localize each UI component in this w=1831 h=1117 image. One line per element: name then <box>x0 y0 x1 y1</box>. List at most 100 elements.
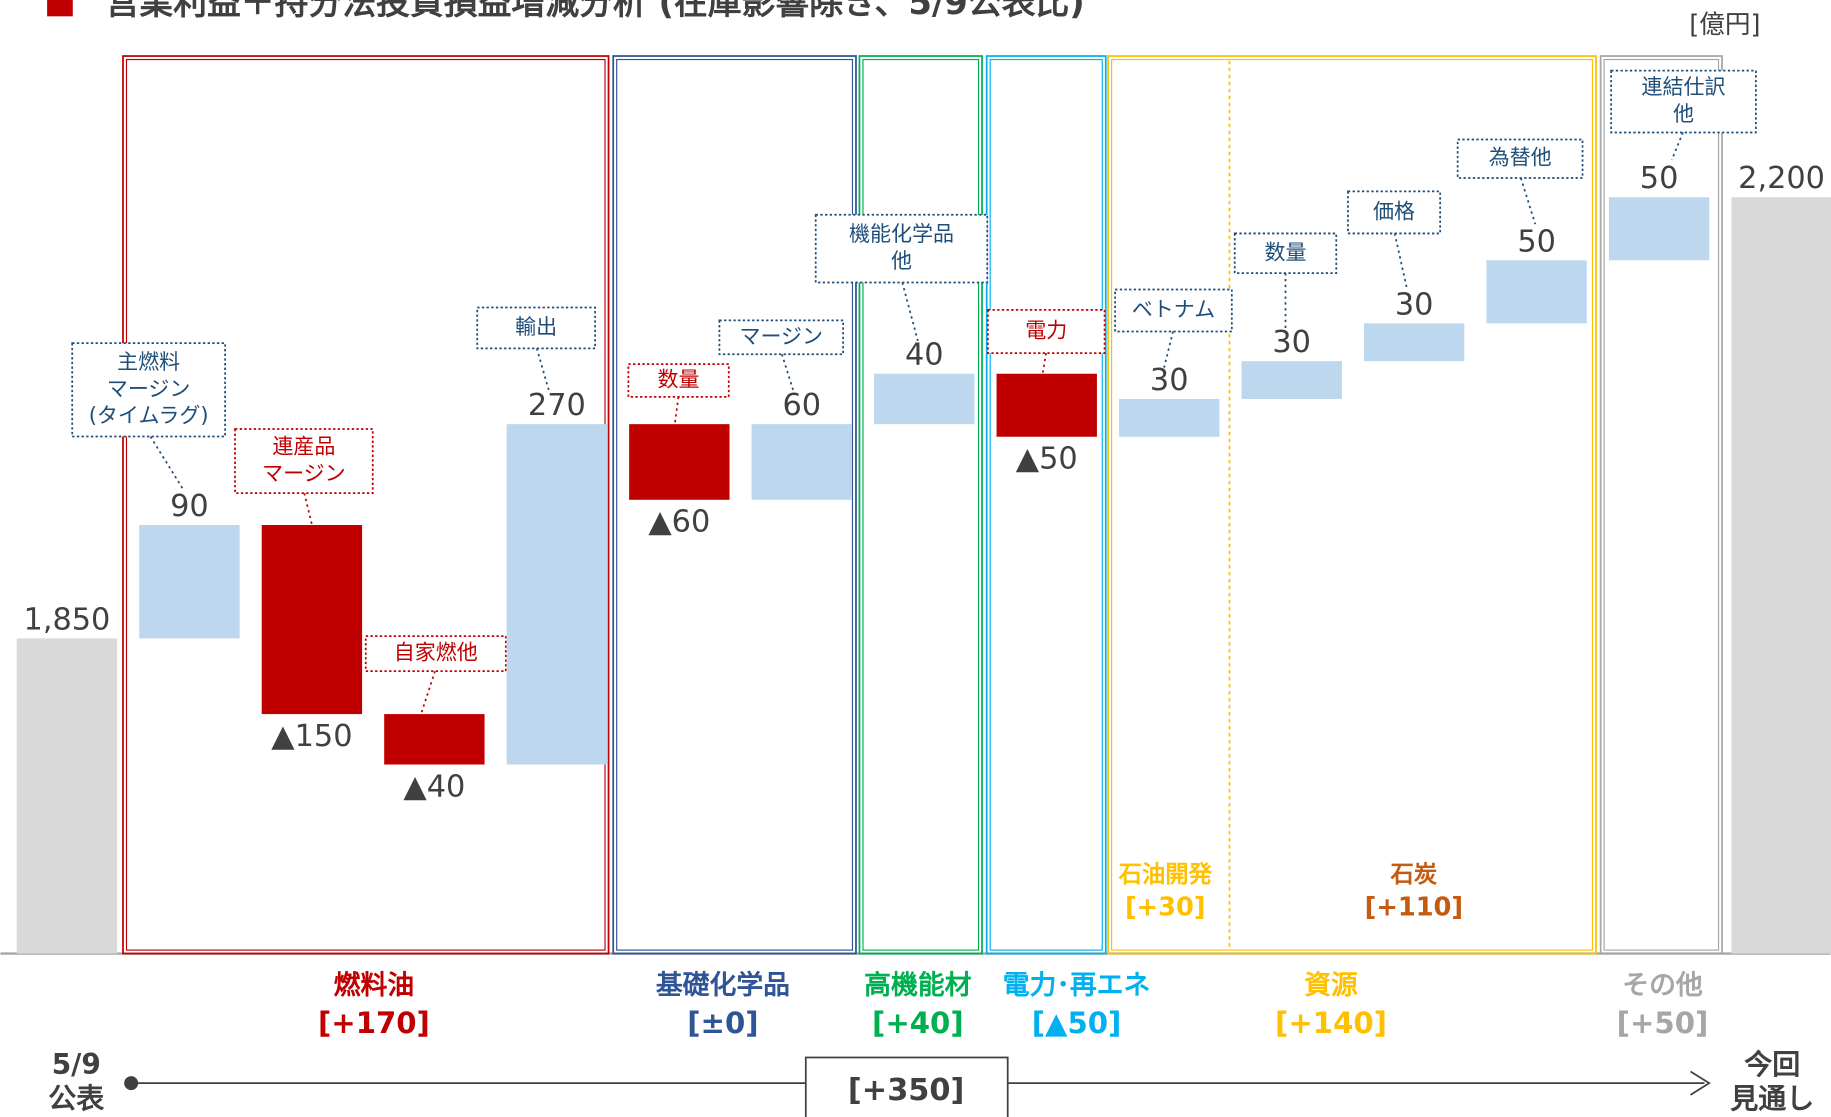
callout-connector <box>149 436 185 491</box>
total-change: [+350] <box>848 1073 964 1108</box>
group-frame-inner <box>989 58 1103 951</box>
callout-connector <box>535 348 550 392</box>
total-box <box>804 1056 1009 1117</box>
callout-connector <box>1520 177 1537 225</box>
group-frame <box>612 55 857 955</box>
group-frame <box>985 55 1107 955</box>
category-label: 輸出 <box>515 315 557 339</box>
endpoint-label: 5/9 公表 <box>48 1048 104 1115</box>
timeline-start <box>124 1076 139 1091</box>
category-label: 自家燃他 <box>394 641 478 665</box>
category-label: 電力 <box>1025 318 1067 342</box>
bar <box>1241 361 1342 399</box>
subgroup-change: [+30] <box>1125 893 1206 923</box>
group-frame-inner <box>862 58 980 951</box>
chart-title: 営業利益＋持分法投資損益増減分析 (在庫影響除き、5/9公表比) <box>105 0 1084 22</box>
callout-box <box>1610 69 1757 134</box>
subgroup-name: 石油開発 <box>1118 860 1213 888</box>
bar <box>261 525 363 715</box>
category-label: 価格 <box>1373 199 1415 223</box>
bar <box>751 424 852 500</box>
group-change: [+170] <box>318 1006 430 1040</box>
group-name: 燃料油 <box>334 970 414 1001</box>
category-label: 連結仕訳他 <box>1642 75 1726 126</box>
group-frame-inner <box>1111 58 1594 951</box>
callout-connector <box>1163 331 1174 368</box>
value-label: 1,850 <box>24 602 111 637</box>
group-frame <box>122 55 610 955</box>
bar <box>1608 197 1710 261</box>
callout-connector <box>781 353 795 394</box>
value-label: 30 <box>1395 287 1434 322</box>
value-label: 30 <box>1150 363 1189 398</box>
category-label: 数量 <box>1264 240 1306 264</box>
callout-connector <box>419 670 436 716</box>
group-frame <box>1107 55 1597 955</box>
bar <box>384 714 485 765</box>
bar <box>874 373 975 425</box>
category-label: 機能化学品他 <box>849 222 954 273</box>
subgroup-change: [+110] <box>1365 893 1464 923</box>
value-label: 40 <box>905 338 944 373</box>
callout-box <box>627 363 730 398</box>
group-name: 高機能材 <box>864 969 971 1001</box>
bar <box>996 373 1097 437</box>
callout-connector <box>674 396 680 423</box>
bar <box>629 424 730 500</box>
callout-box <box>1347 190 1442 235</box>
group-name: 基礎化学品 <box>656 969 790 1001</box>
callout-connector <box>901 282 919 342</box>
category-label: 数量 <box>658 368 700 392</box>
callout-box <box>476 306 596 350</box>
callout-connector <box>1393 233 1408 289</box>
bar <box>139 525 240 639</box>
group-change: [±0] <box>687 1006 758 1040</box>
category-label: マージン <box>739 324 823 348</box>
value-label: ▲60 <box>648 505 710 540</box>
group-name: 電力･再エネ <box>1003 970 1151 1001</box>
callout-box <box>71 342 226 438</box>
callout-box <box>234 428 374 495</box>
value-label: 50 <box>1517 224 1556 259</box>
group-change: [+40] <box>872 1006 964 1040</box>
bar <box>1486 260 1587 324</box>
title-marker <box>47 0 73 17</box>
subgroup-name: 石炭 <box>1390 860 1438 888</box>
bar <box>1731 197 1831 954</box>
callout-box <box>1114 288 1233 333</box>
callout-box <box>1233 232 1338 274</box>
callout-box <box>718 319 845 356</box>
value-label: 270 <box>528 388 586 423</box>
callout-connector <box>1041 352 1047 374</box>
endpoint-label: 今回見通し <box>1730 1048 1814 1115</box>
group-frame-inner <box>1603 58 1720 951</box>
group-change: [+140] <box>1275 1006 1387 1040</box>
callout-connector <box>1671 132 1684 161</box>
callout-box <box>986 309 1106 354</box>
value-label: ▲50 <box>1016 442 1078 477</box>
bar <box>506 424 608 765</box>
category-label: ベトナム <box>1132 297 1215 321</box>
group-name: 資源 <box>1304 970 1358 1001</box>
category-label: 連産品マージン <box>262 435 346 486</box>
value-label: 2,200 <box>1738 161 1825 196</box>
value-label: ▲40 <box>403 769 465 804</box>
group-change: [+50] <box>1617 1006 1709 1040</box>
value-label: 30 <box>1272 325 1311 360</box>
callout-box <box>364 635 507 673</box>
bar <box>16 638 118 954</box>
bar <box>1119 398 1220 437</box>
group-frame <box>858 55 983 955</box>
callout-connector <box>303 492 313 526</box>
callout-box <box>814 213 989 284</box>
group-name: その他 <box>1622 970 1703 1001</box>
category-label: 主燃料マージン(タイムラグ) <box>89 350 209 428</box>
value-label: 90 <box>170 489 209 524</box>
unit-label: [億円] <box>1689 10 1760 40</box>
value-label: ▲150 <box>271 719 352 754</box>
timeline-arrow <box>1690 1070 1711 1096</box>
category-label: 為替他 <box>1489 146 1552 170</box>
group-frame-inner <box>616 58 854 951</box>
group-frame <box>1599 55 1723 955</box>
group-change: [▲50] <box>1032 1006 1122 1040</box>
